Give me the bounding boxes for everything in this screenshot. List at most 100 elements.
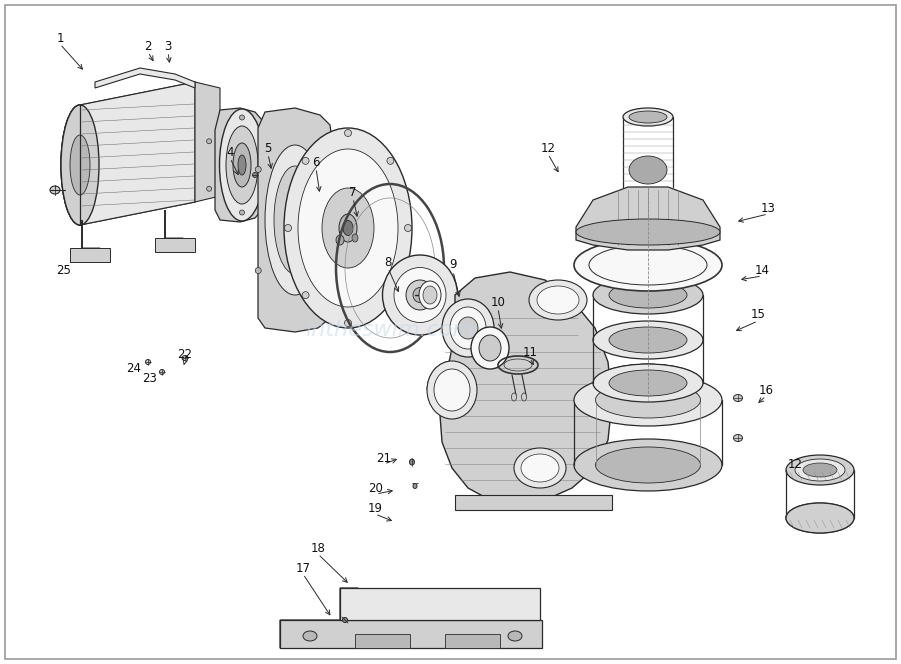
Ellipse shape — [522, 393, 526, 401]
Ellipse shape — [423, 286, 437, 304]
Polygon shape — [195, 82, 220, 202]
Polygon shape — [455, 495, 612, 510]
Ellipse shape — [352, 234, 358, 242]
Ellipse shape — [272, 186, 278, 191]
Bar — [340, 588, 540, 620]
Ellipse shape — [255, 167, 261, 173]
Ellipse shape — [413, 288, 427, 303]
Ellipse shape — [226, 126, 258, 204]
Text: 22: 22 — [177, 349, 193, 361]
Ellipse shape — [240, 210, 244, 215]
Ellipse shape — [593, 364, 703, 402]
Ellipse shape — [274, 166, 316, 274]
Ellipse shape — [233, 143, 251, 187]
Ellipse shape — [450, 307, 486, 349]
Polygon shape — [258, 108, 332, 332]
Ellipse shape — [50, 186, 60, 194]
Ellipse shape — [508, 631, 522, 641]
Ellipse shape — [419, 281, 441, 309]
Polygon shape — [440, 272, 612, 504]
Text: 10: 10 — [490, 295, 505, 309]
Polygon shape — [215, 108, 265, 222]
Ellipse shape — [159, 369, 165, 374]
Text: 1: 1 — [56, 31, 64, 44]
Ellipse shape — [252, 173, 258, 177]
Ellipse shape — [329, 268, 335, 274]
Ellipse shape — [322, 188, 374, 268]
Ellipse shape — [387, 157, 394, 164]
Ellipse shape — [795, 459, 845, 481]
Text: 13: 13 — [760, 201, 776, 214]
Polygon shape — [70, 248, 110, 262]
Ellipse shape — [596, 447, 700, 483]
Ellipse shape — [795, 507, 845, 529]
Ellipse shape — [786, 503, 854, 533]
Ellipse shape — [284, 128, 412, 328]
Text: 7: 7 — [350, 185, 357, 199]
Ellipse shape — [537, 286, 579, 314]
Ellipse shape — [344, 319, 351, 327]
Ellipse shape — [406, 280, 434, 310]
Ellipse shape — [609, 282, 687, 308]
Ellipse shape — [145, 359, 150, 365]
Ellipse shape — [383, 255, 458, 335]
Text: 14: 14 — [754, 264, 769, 276]
Text: 25: 25 — [57, 264, 71, 276]
Ellipse shape — [733, 434, 742, 442]
Ellipse shape — [609, 370, 687, 396]
Ellipse shape — [574, 374, 722, 426]
Ellipse shape — [206, 186, 212, 191]
Ellipse shape — [285, 224, 292, 232]
Ellipse shape — [220, 109, 265, 221]
Ellipse shape — [442, 299, 494, 357]
Ellipse shape — [61, 105, 99, 225]
Ellipse shape — [405, 224, 412, 232]
Ellipse shape — [803, 463, 837, 477]
Ellipse shape — [514, 448, 566, 488]
Polygon shape — [576, 187, 720, 250]
Text: 21: 21 — [377, 452, 392, 465]
Ellipse shape — [413, 483, 417, 489]
Ellipse shape — [471, 327, 509, 369]
Text: 23: 23 — [142, 371, 158, 384]
Ellipse shape — [255, 268, 261, 274]
Ellipse shape — [182, 355, 188, 361]
Ellipse shape — [336, 235, 344, 245]
Ellipse shape — [61, 105, 99, 225]
Text: 12: 12 — [787, 457, 803, 471]
Ellipse shape — [593, 321, 703, 359]
Ellipse shape — [265, 145, 325, 295]
Text: 15: 15 — [751, 309, 766, 321]
Ellipse shape — [238, 155, 246, 175]
Text: 4: 4 — [226, 145, 233, 159]
Ellipse shape — [339, 214, 357, 242]
Ellipse shape — [329, 167, 335, 173]
Text: 19: 19 — [368, 501, 383, 515]
Ellipse shape — [302, 291, 309, 299]
Text: intheswim.com: intheswim.com — [305, 320, 475, 340]
Ellipse shape — [344, 129, 351, 137]
Text: 17: 17 — [296, 562, 311, 574]
Text: 12: 12 — [541, 141, 556, 155]
Ellipse shape — [298, 149, 398, 307]
Ellipse shape — [240, 115, 244, 120]
Text: 24: 24 — [126, 361, 141, 374]
Ellipse shape — [593, 276, 703, 314]
Ellipse shape — [609, 327, 687, 353]
Ellipse shape — [409, 459, 414, 465]
Polygon shape — [80, 82, 195, 225]
Polygon shape — [155, 238, 195, 252]
Ellipse shape — [733, 394, 742, 402]
Text: 11: 11 — [523, 345, 538, 359]
Polygon shape — [165, 210, 183, 248]
Ellipse shape — [427, 361, 477, 419]
Polygon shape — [280, 588, 540, 648]
Ellipse shape — [342, 618, 348, 623]
Text: 9: 9 — [450, 258, 457, 272]
Ellipse shape — [303, 631, 317, 641]
Ellipse shape — [574, 439, 722, 491]
Text: 18: 18 — [311, 542, 325, 554]
Ellipse shape — [302, 157, 309, 164]
Text: 2: 2 — [144, 39, 151, 52]
Ellipse shape — [512, 393, 516, 401]
